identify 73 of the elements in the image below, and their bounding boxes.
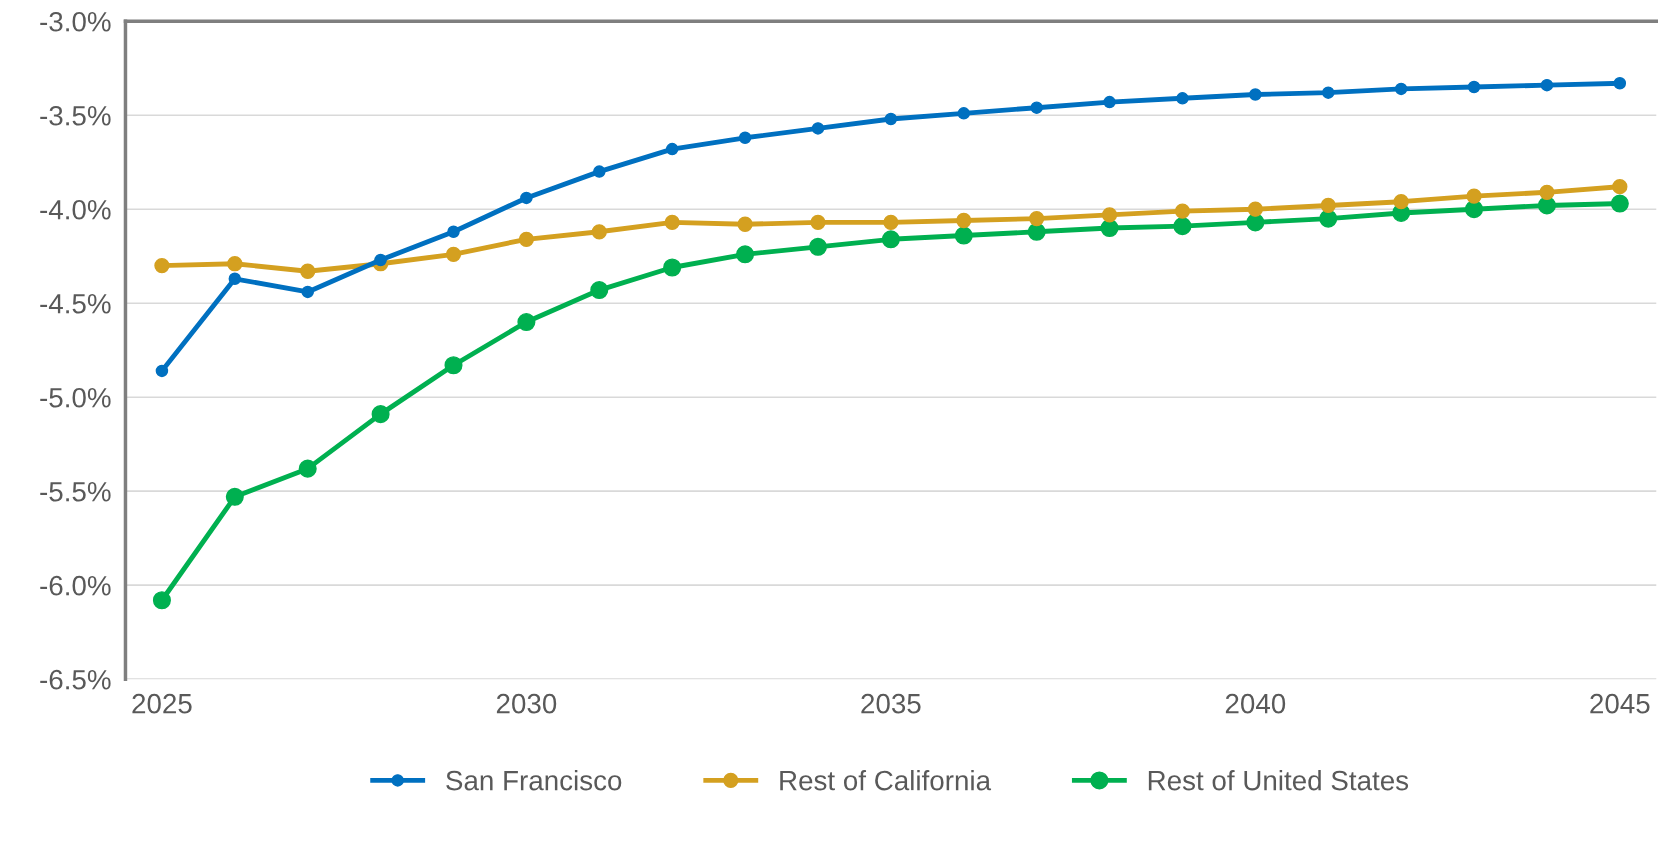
point [884, 112, 898, 126]
point [954, 226, 973, 245]
point [1613, 77, 1627, 90]
point [300, 263, 316, 279]
point [1176, 92, 1189, 105]
y-tick-label: -3.0% [40, 11, 111, 32]
point [1539, 184, 1555, 200]
point [1394, 82, 1408, 96]
x-tick-label: 2045 [1590, 693, 1650, 714]
point [152, 591, 171, 610]
point [1029, 210, 1045, 227]
y-tick-label: -3.5% [40, 105, 111, 126]
x-tick-label: 2025 [132, 693, 192, 714]
x-tick-label: 2035 [861, 693, 921, 714]
y-tick-label: -5.0% [40, 387, 111, 408]
y-tick-label: -6.5% [40, 669, 111, 690]
y-tick-label: -5.5% [40, 482, 111, 502]
point [591, 224, 607, 240]
point [155, 364, 169, 378]
point [301, 285, 314, 299]
point [738, 131, 752, 145]
point [1101, 207, 1118, 223]
point [228, 272, 242, 286]
point [447, 225, 460, 239]
point [227, 256, 243, 272]
point [1247, 201, 1263, 217]
point [1103, 95, 1116, 109]
point [883, 214, 899, 231]
point [664, 214, 680, 231]
point [1467, 80, 1481, 94]
point [957, 107, 971, 120]
point [590, 281, 609, 300]
point [298, 459, 317, 478]
point [1466, 188, 1482, 204]
point [374, 253, 387, 267]
point [1321, 86, 1335, 99]
point [737, 216, 753, 232]
point [1174, 203, 1191, 219]
y-tick-label: -4.0% [40, 199, 111, 220]
x-tick-label: 2040 [1225, 693, 1286, 714]
point [663, 258, 682, 277]
x-tick-label: 2030 [496, 693, 557, 714]
point [1610, 194, 1629, 213]
y-tick-label: -4.5% [40, 294, 111, 314]
point [811, 122, 825, 135]
point [881, 230, 900, 249]
legend-label: Rest of United States [1148, 770, 1409, 791]
point [1173, 217, 1192, 236]
point [665, 142, 679, 156]
point [593, 165, 606, 178]
point [154, 257, 170, 274]
point [1537, 196, 1556, 215]
point [520, 191, 533, 205]
point [444, 356, 463, 375]
point [517, 312, 536, 332]
point [1393, 194, 1409, 210]
point [1540, 78, 1554, 92]
point [371, 405, 390, 424]
point [1464, 200, 1484, 219]
point [1030, 101, 1043, 114]
point [1249, 88, 1262, 101]
y-tick-label: -6.0% [40, 575, 111, 596]
point [225, 487, 244, 506]
point [956, 212, 972, 229]
legend-label: Rest of California [780, 770, 992, 791]
point [810, 214, 826, 231]
point [518, 231, 535, 247]
legend-label: San Francisco [446, 770, 622, 791]
point [808, 237, 828, 256]
point [1320, 197, 1336, 214]
point [1612, 179, 1628, 195]
point [736, 245, 755, 264]
point [445, 246, 462, 262]
